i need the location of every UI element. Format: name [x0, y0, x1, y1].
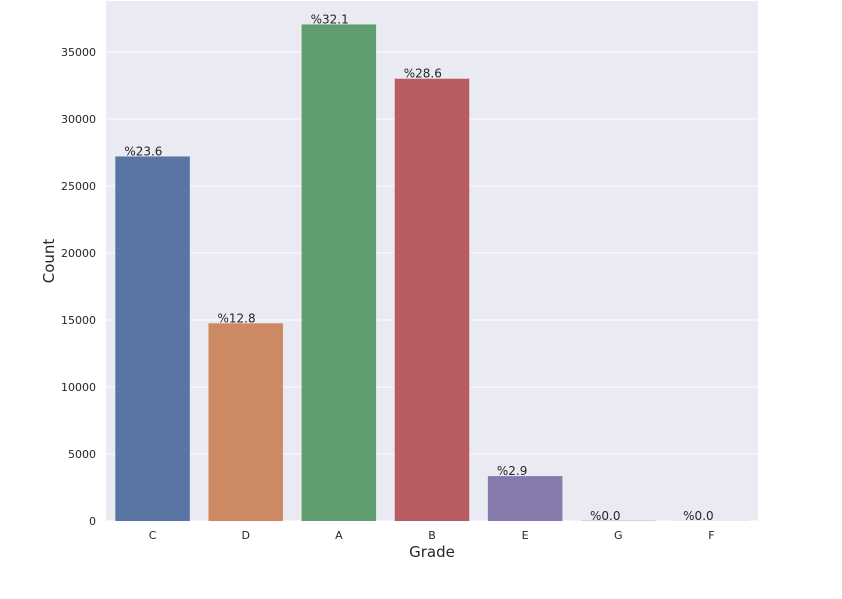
bar-c [115, 156, 190, 521]
y-axis-ticks: 0 5000 10000 15000 20000 25000 30000 35000 [61, 46, 96, 528]
y-axis-title: Count [40, 239, 58, 284]
x-tick-label: E [522, 529, 529, 542]
x-tick-label: F [708, 529, 714, 542]
bar-d [208, 323, 283, 521]
data-label-e: %2.9 [497, 464, 528, 478]
bar-e [488, 476, 563, 521]
y-tick-label: 35000 [61, 46, 96, 59]
data-label-g: %0.0 [590, 509, 621, 523]
y-tick-label: 25000 [61, 180, 96, 193]
x-axis-title: Grade [409, 543, 455, 561]
x-tick-label: D [241, 529, 249, 542]
bar-a [302, 24, 377, 521]
bar-b [395, 79, 470, 521]
y-tick-label: 30000 [61, 113, 96, 126]
data-label-d: %12.8 [217, 311, 255, 325]
x-tick-label: A [335, 529, 343, 542]
x-tick-label: B [428, 529, 436, 542]
data-label-c: %23.6 [124, 144, 162, 158]
y-tick-label: 0 [89, 515, 96, 528]
data-label-f: %0.0 [683, 509, 714, 523]
data-label-a: %32.1 [311, 12, 349, 26]
y-tick-label: 5000 [68, 448, 96, 461]
y-tick-label: 20000 [61, 247, 96, 260]
x-tick-label: C [149, 529, 157, 542]
y-tick-label: 15000 [61, 314, 96, 327]
x-tick-label: G [614, 529, 623, 542]
y-tick-label: 10000 [61, 381, 96, 394]
data-label-b: %28.6 [404, 67, 442, 81]
